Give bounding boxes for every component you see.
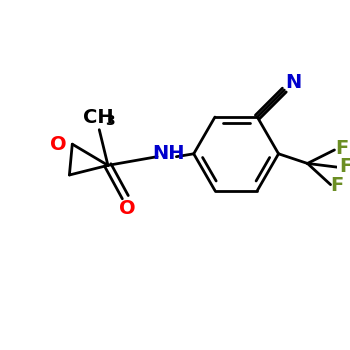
Text: NH: NH xyxy=(152,144,185,163)
Text: CH: CH xyxy=(83,108,114,127)
Text: F: F xyxy=(336,140,349,159)
Text: N: N xyxy=(285,73,301,92)
Text: O: O xyxy=(119,199,135,218)
Text: F: F xyxy=(331,176,344,195)
Text: 3: 3 xyxy=(105,114,115,128)
Text: F: F xyxy=(340,157,350,176)
Text: O: O xyxy=(50,135,67,154)
